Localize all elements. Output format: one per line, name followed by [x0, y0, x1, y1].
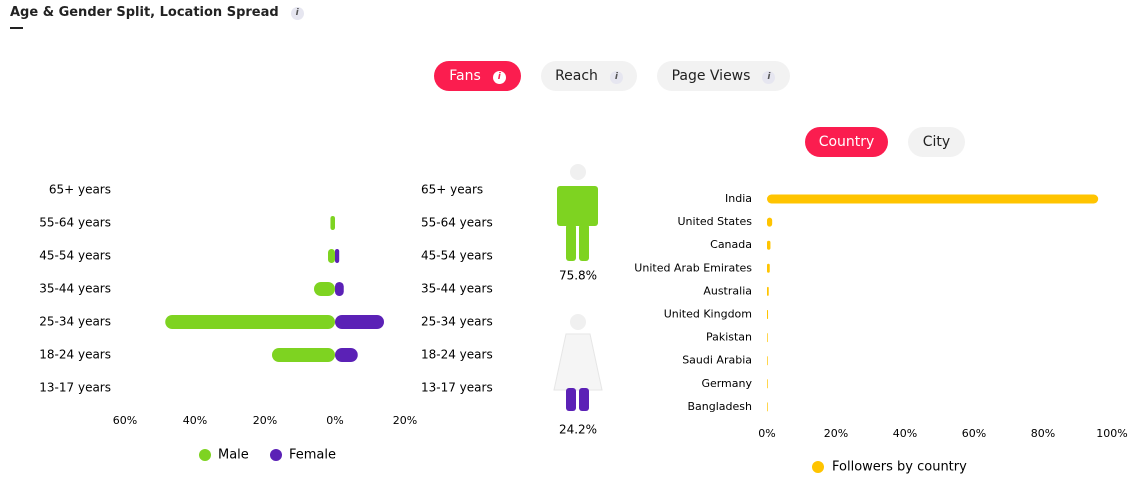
- legend-label: Female: [289, 448, 336, 463]
- country-label: Canada: [710, 238, 752, 251]
- bar: [767, 333, 768, 343]
- tab[interactable]: Fans i: [434, 61, 521, 91]
- bar: [767, 240, 771, 250]
- bar: [328, 249, 335, 263]
- x-tick-label: 80%: [1031, 427, 1055, 440]
- bar: [335, 282, 344, 296]
- legend-swatch: [199, 449, 211, 461]
- x-tick-label: 0%: [326, 414, 343, 427]
- bar: [767, 402, 768, 412]
- location-tab[interactable]: City: [908, 127, 965, 157]
- info-icon: i: [609, 71, 623, 84]
- tab-label: Page Views: [671, 68, 751, 84]
- tab-label: Fans: [449, 68, 481, 84]
- male-icon: [557, 164, 598, 261]
- bar: [335, 315, 384, 329]
- tab[interactable]: Page Views i: [657, 61, 790, 91]
- x-tick-label: 20%: [253, 414, 277, 427]
- gender-total: 24.2%: [559, 423, 597, 437]
- location-tab[interactable]: Country: [805, 127, 888, 157]
- country-label: Pakistan: [706, 331, 752, 344]
- bar: [767, 263, 770, 273]
- tab-label: Country: [818, 134, 875, 150]
- bar: [335, 348, 358, 362]
- bar: [767, 379, 768, 389]
- x-tick-label: 0%: [758, 427, 775, 440]
- country-label: United States: [678, 215, 753, 228]
- bar: [165, 315, 335, 329]
- age-label: 65+ years: [49, 183, 111, 197]
- bar: [330, 216, 335, 230]
- bar: [767, 356, 768, 366]
- x-tick-label: 20%: [824, 427, 848, 440]
- bar: [314, 282, 335, 296]
- tab[interactable]: Reach i: [541, 61, 637, 91]
- age-label: 13-17 years: [421, 381, 493, 395]
- tab-label: Reach: [555, 68, 598, 84]
- title: Age & Gender Split, Location Spread: [10, 5, 279, 20]
- country-label: United Kingdom: [664, 308, 752, 321]
- age-label: 35-44 years: [39, 282, 111, 296]
- age-label: 45-54 years: [39, 249, 111, 263]
- age-label: 18-24 years: [39, 348, 111, 362]
- x-tick-label: 20%: [393, 414, 417, 427]
- age-label: 55-64 years: [421, 216, 493, 230]
- female-icon: [553, 314, 603, 411]
- x-tick-label: 60%: [962, 427, 986, 440]
- info-icon: i: [492, 71, 506, 84]
- x-tick-label: 40%: [183, 414, 207, 427]
- x-tick-label: 40%: [893, 427, 917, 440]
- country-label: Bangladesh: [688, 400, 753, 413]
- age-label: 13-17 years: [39, 381, 111, 395]
- legend-swatch: [812, 461, 824, 473]
- age-label: 55-64 years: [39, 216, 111, 230]
- age-label: 18-24 years: [421, 348, 493, 362]
- country-label: Australia: [703, 284, 752, 297]
- x-tick-label: 60%: [113, 414, 137, 427]
- bar: [767, 194, 1099, 204]
- country-label: India: [725, 192, 752, 205]
- underline: [10, 27, 23, 29]
- country-label: Saudi Arabia: [682, 354, 752, 367]
- info-icon[interactable]: i: [290, 7, 304, 20]
- bar: [767, 217, 773, 227]
- age-label: 65+ years: [421, 183, 483, 197]
- header: Age & Gender Split, Location Spread i: [10, 5, 304, 20]
- country-label: Germany: [701, 377, 752, 390]
- age-label: 25-34 years: [39, 315, 111, 329]
- age-label: 35-44 years: [421, 282, 493, 296]
- tab-label: City: [922, 134, 951, 150]
- info-icon: i: [762, 71, 776, 84]
- bar: [335, 249, 340, 263]
- bar: [767, 286, 769, 296]
- bar: [272, 348, 335, 362]
- age-label: 25-34 years: [421, 315, 493, 329]
- legend-swatch: [270, 449, 282, 461]
- gender-total: 75.8%: [559, 269, 597, 283]
- legend-label: Followers by country: [832, 460, 967, 475]
- country-label: United Arab Emirates: [634, 261, 752, 274]
- legend-label: Male: [218, 448, 249, 463]
- age-label: 45-54 years: [421, 249, 493, 263]
- bar: [767, 310, 769, 319]
- x-tick-label: 100%: [1096, 427, 1127, 440]
